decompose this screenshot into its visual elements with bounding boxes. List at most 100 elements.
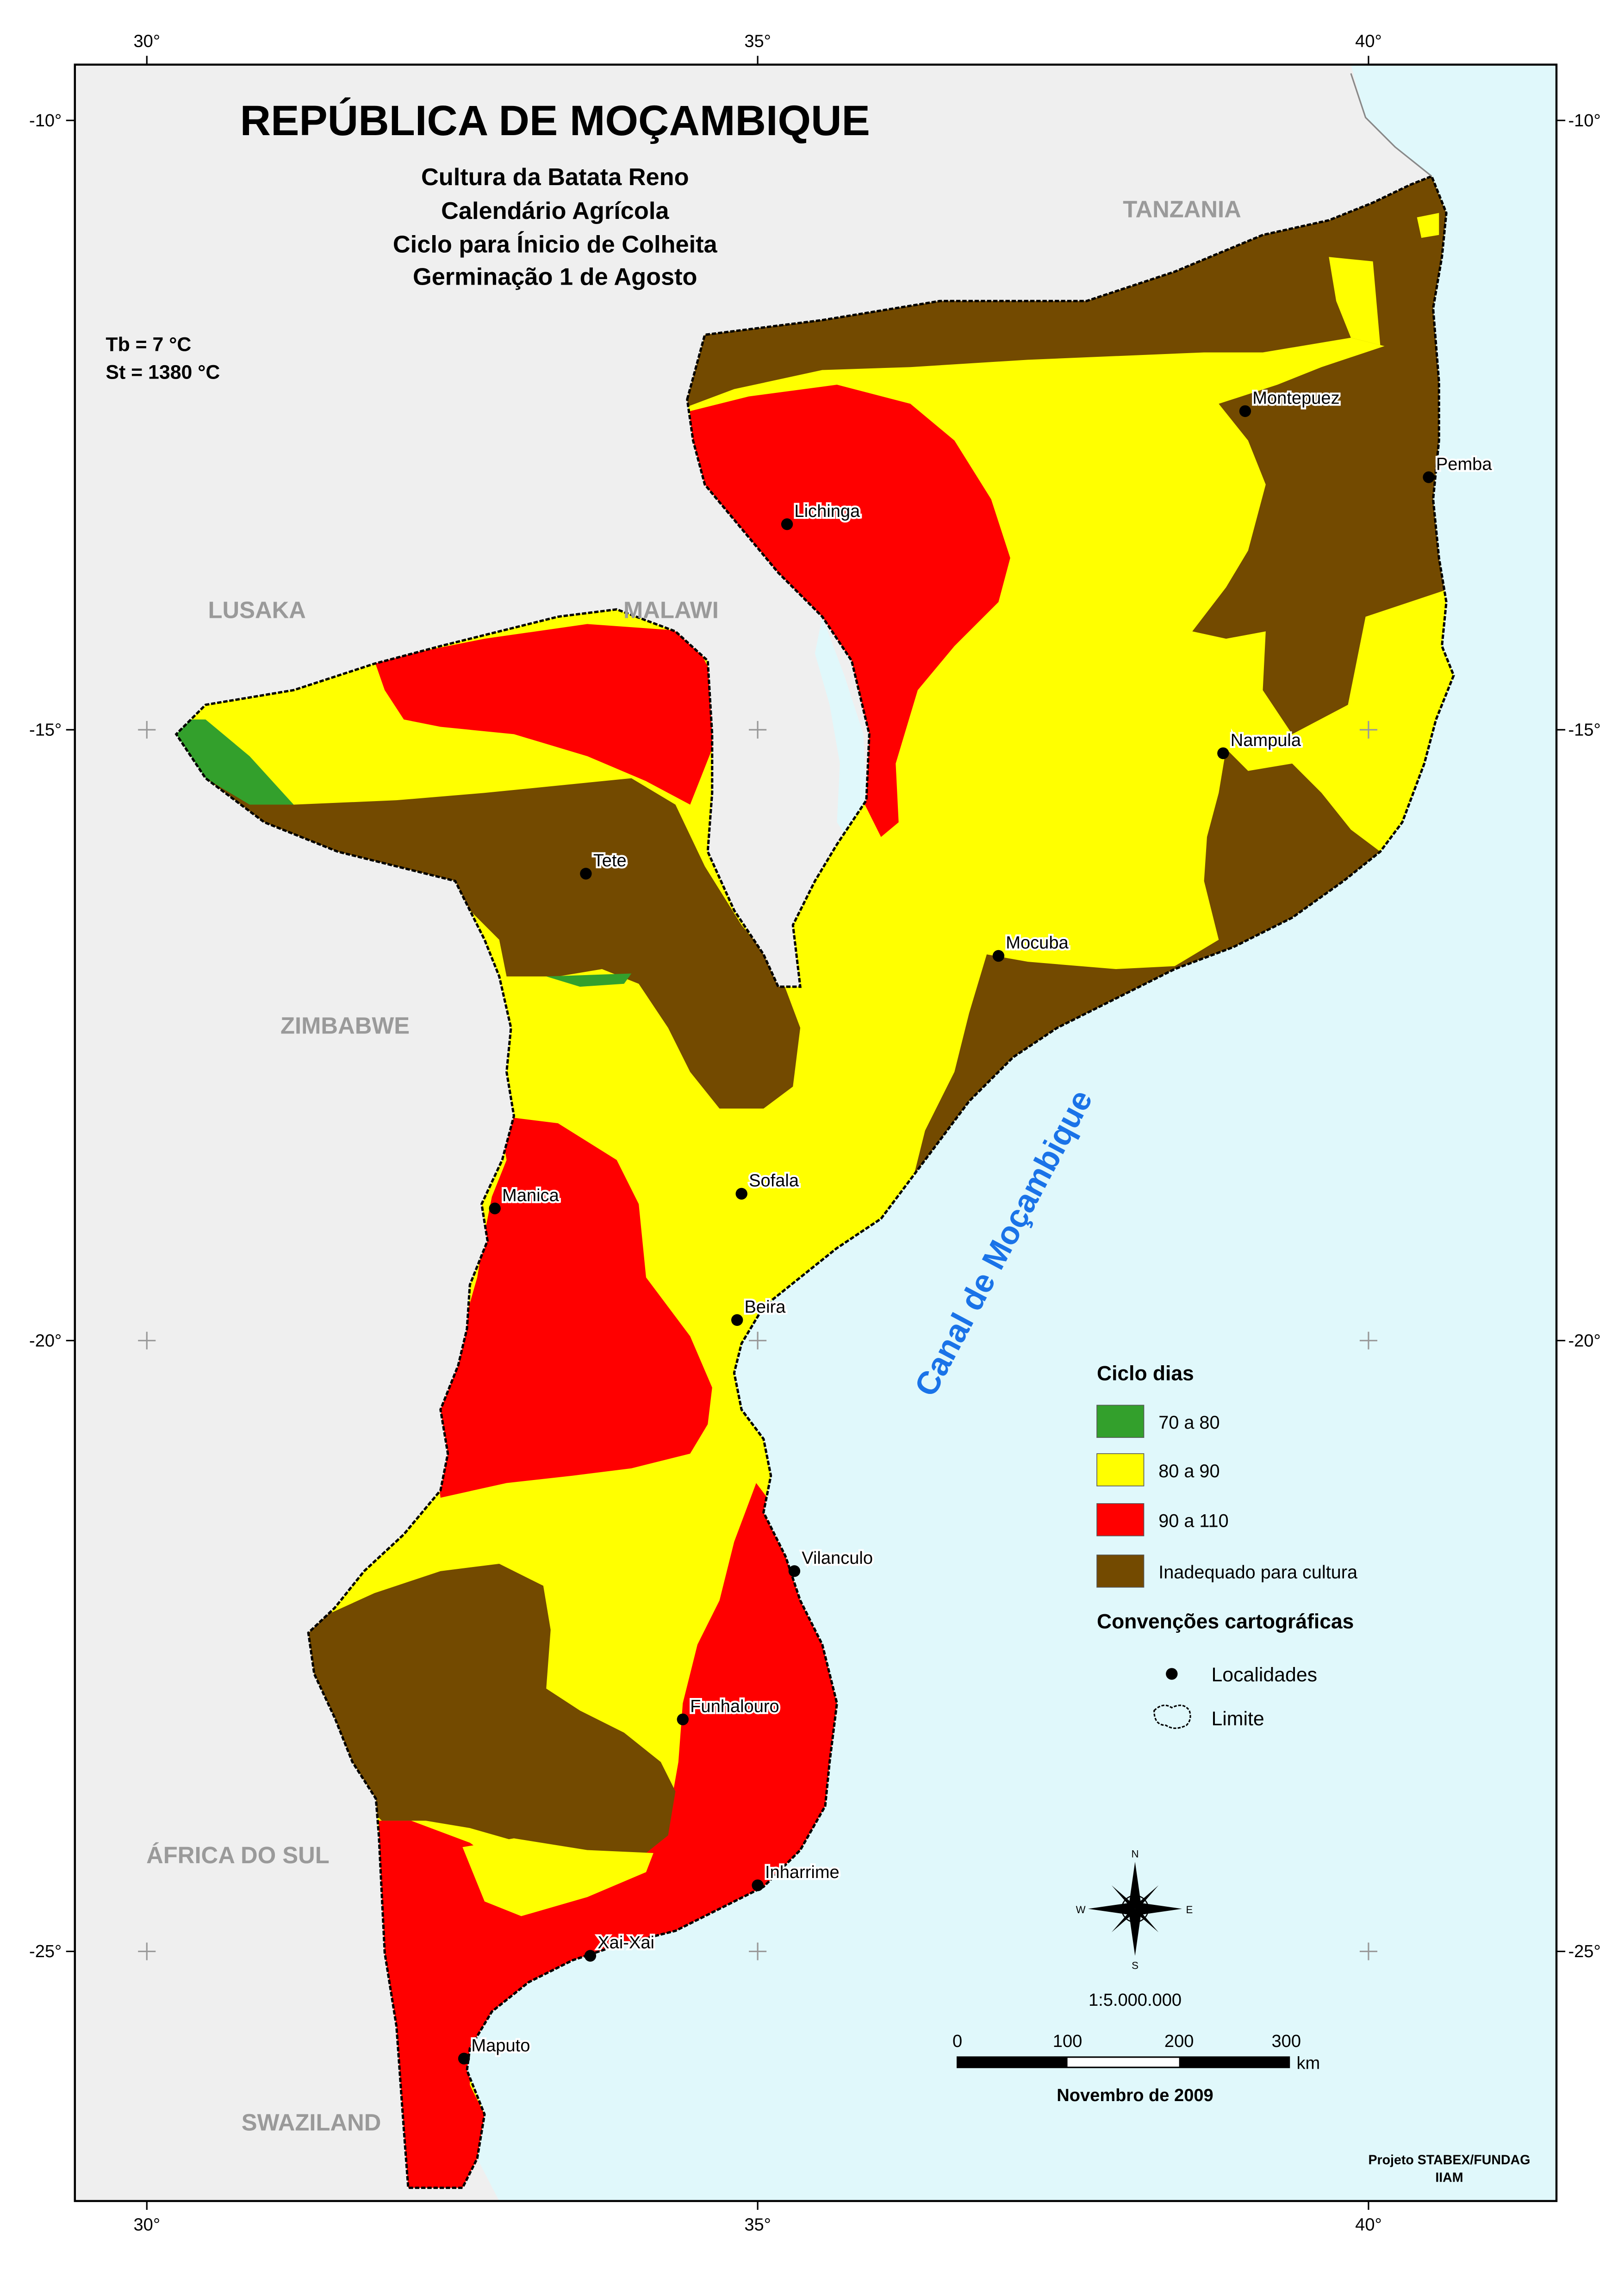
- credit-line-1: Projeto STABEX/FUNDAG: [1368, 2153, 1530, 2168]
- lat-left-15: -15°: [29, 721, 62, 740]
- locality-label: Tete: [593, 851, 627, 871]
- legend-locality-dot: [1166, 1668, 1178, 1680]
- lon-top-35: 35°: [744, 32, 771, 51]
- legend-localidades: Localidades: [1211, 1664, 1317, 1686]
- legend-label-green: 70 a 80: [1158, 1412, 1220, 1433]
- legend-label-red: 90 a 110: [1158, 1511, 1228, 1531]
- locality-dot: [731, 1314, 743, 1326]
- locality-dot: [781, 518, 793, 530]
- zone-90-110-manica: [433, 1116, 712, 1498]
- locality-label: Mocuba: [1006, 933, 1069, 953]
- locality-label: Beira: [745, 1297, 786, 1317]
- compass-s: S: [1132, 1960, 1139, 1972]
- legend-limite: Limite: [1211, 1708, 1264, 1730]
- locality-label: Inharrime: [765, 1863, 840, 1882]
- scale-bar: 0 100 200 300 km: [952, 2032, 1320, 2073]
- lat-right-25: -25°: [1568, 1942, 1600, 1961]
- legend-swatch-yellow: [1096, 1453, 1145, 1486]
- locality-label: Maputo: [471, 2036, 530, 2055]
- map-date: Novembro de 2009: [1057, 2086, 1213, 2105]
- param-tb: Tb = 7 °C: [106, 333, 191, 355]
- zone-90-110-south: [379, 1483, 845, 2188]
- scale-unit: km: [1296, 2053, 1320, 2073]
- lake-malawi: [815, 616, 866, 845]
- lon-bottom-40: 40°: [1355, 2215, 1382, 2234]
- locality-label: Montepuez: [1252, 389, 1339, 408]
- compass-e: E: [1186, 1904, 1193, 1916]
- locality-dot: [458, 2052, 470, 2065]
- locality-dot: [788, 1565, 801, 1577]
- lon-top-30: 30°: [133, 32, 160, 51]
- zone-inadequado-southwest: [293, 1563, 676, 1858]
- tanzania-coast: [1350, 73, 1432, 177]
- map-title: REPÚBLICA DE MOÇAMBIQUE: [240, 97, 870, 144]
- conventions-title: Convenções cartográficas: [1097, 1611, 1354, 1633]
- locality-label: Nampula: [1231, 731, 1301, 750]
- lat-right-15: -15°: [1568, 721, 1600, 740]
- legend-swatch-brown: [1096, 1555, 1145, 1588]
- label-malawi: MALAWI: [623, 597, 719, 623]
- compass-w: W: [1076, 1904, 1086, 1916]
- locality-dot: [580, 868, 592, 880]
- locality-dot: [677, 1713, 689, 1725]
- locality-dot: [1423, 471, 1435, 483]
- zone-90-110-lichinga: [690, 385, 1010, 837]
- zone-90-110-tete-north: [374, 624, 720, 805]
- compass-n: N: [1131, 1848, 1139, 1860]
- subtitle-line-3: Ciclo para Ínicio de Colheita: [393, 231, 718, 258]
- zone-inadequado-tete: [176, 734, 801, 1109]
- lat-left-20: -20°: [29, 1331, 62, 1350]
- legend-limite-icon: [1153, 1704, 1191, 1729]
- lon-bottom-35: 35°: [744, 2215, 771, 2234]
- lon-top-40: 40°: [1355, 32, 1382, 51]
- locality-label: Manica: [502, 1186, 560, 1205]
- subtitle-line-2: Calendário Agrícola: [441, 198, 669, 224]
- subtitle-line-1: Cultura da Batata Reno: [421, 164, 689, 191]
- locality-label: Funhalouro: [690, 1697, 779, 1716]
- legend: Ciclo dias 70 a 80 80 a 90 90 a 110 Inad…: [1096, 1362, 1358, 1730]
- legend-label-yellow: 80 a 90: [1158, 1461, 1220, 1481]
- param-st: St = 1380 °C: [106, 361, 220, 384]
- locality-dot: [489, 1202, 501, 1214]
- locality-label: Lichinga: [794, 502, 860, 521]
- label-zimbabwe: ZIMBABWE: [280, 1013, 410, 1039]
- ocean: [467, 64, 1557, 2201]
- lat-left-25: -25°: [29, 1942, 62, 1961]
- label-africa-do-sul: ÁFRICA DO SUL: [146, 1842, 330, 1868]
- locality-label: Vilanculo: [802, 1549, 873, 1568]
- locality-label: Pemba: [1436, 454, 1492, 474]
- zone-inadequado-coast: [910, 749, 1381, 1189]
- zone-70-80-west: [176, 719, 294, 805]
- country-border: [174, 174, 1455, 2189]
- legend-swatch-green: [1096, 1405, 1145, 1438]
- legend-swatch-red: [1096, 1503, 1145, 1536]
- locality-dot: [1239, 405, 1251, 417]
- locality-dot: [1217, 747, 1229, 759]
- scale-ratio: 1:5.000.000: [1089, 1990, 1182, 2010]
- legend-title: Ciclo dias: [1097, 1362, 1194, 1385]
- locality-label: Sofala: [749, 1171, 799, 1191]
- locality-dot: [992, 950, 1005, 962]
- map-frame: [74, 63, 1558, 2202]
- label-tanzania: TANZANIA: [1123, 196, 1241, 223]
- locality-dot: [752, 1879, 764, 1891]
- locality-label: Xai-Xai: [597, 1933, 654, 1953]
- lon-bottom-30: 30°: [133, 2215, 160, 2234]
- label-lusaka: LUSAKA: [208, 597, 305, 623]
- scale-tick-200: 200: [1164, 2032, 1194, 2051]
- locality-dot: [735, 1188, 747, 1200]
- label-swaziland: SWAZILAND: [242, 2109, 381, 2136]
- compass-rose-icon: N S E W: [1076, 1848, 1193, 1971]
- scale-tick-300: 300: [1272, 2032, 1301, 2051]
- scale-tick-100: 100: [1053, 2032, 1083, 2051]
- lat-left-10: -10°: [29, 111, 62, 131]
- zone-inadequado-east: [1192, 337, 1454, 734]
- zone-70-80-small: [546, 973, 632, 987]
- lat-right-20: -20°: [1568, 1331, 1600, 1350]
- localities: Montepuez Pemba Lichinga Nampula Tete Mocuba S…: [458, 386, 1494, 2065]
- credit-line-2: IIAM: [1435, 2171, 1463, 2185]
- grid-crosses: [138, 721, 1377, 1960]
- scale-tick-0: 0: [952, 2032, 962, 2051]
- lat-right-10: -10°: [1568, 111, 1600, 131]
